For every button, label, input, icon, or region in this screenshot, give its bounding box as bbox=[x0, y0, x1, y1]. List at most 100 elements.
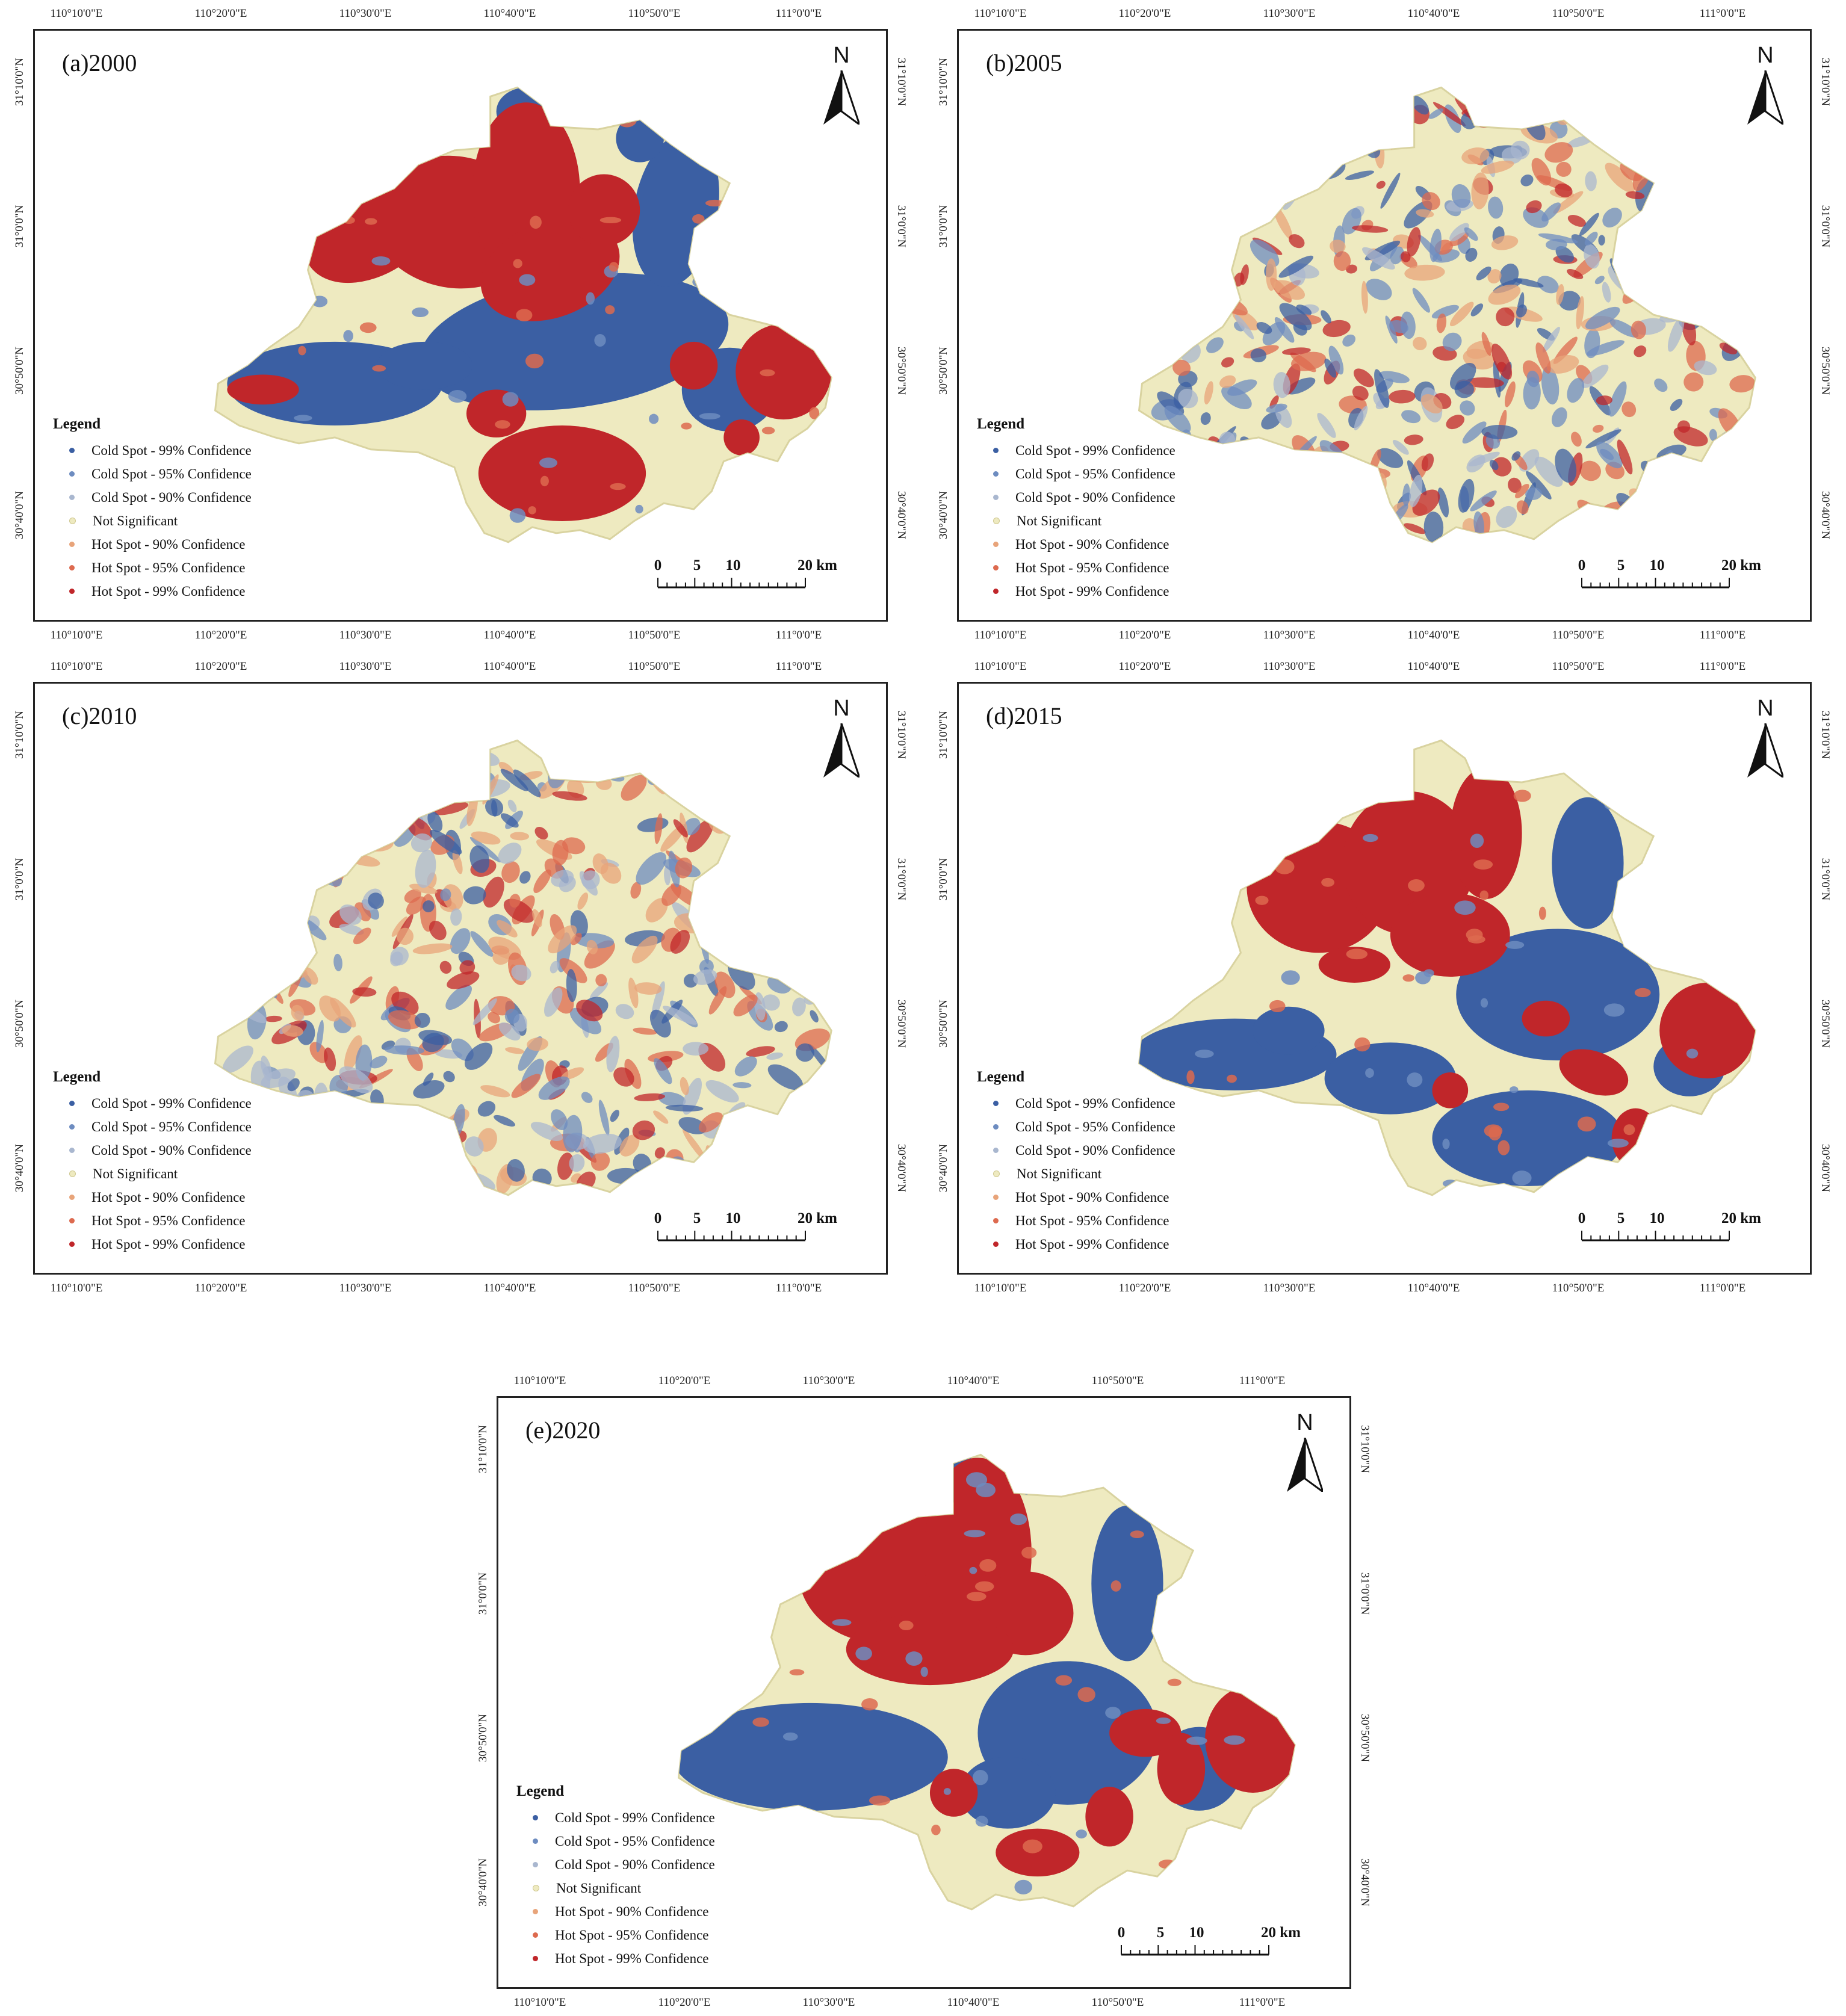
latitude-label-right: 31°10'0"N bbox=[1819, 711, 1832, 759]
legend-item: Hot Spot - 90% Confidence bbox=[977, 533, 1175, 556]
latitude-label-right: 30°50'0"N bbox=[1819, 1000, 1832, 1048]
scale-bar-label: 10 bbox=[1649, 557, 1665, 574]
legend-label: Hot Spot - 95% Confidence bbox=[91, 560, 246, 575]
longitude-label-bottom: 110°20'0"E bbox=[1118, 629, 1171, 642]
latitude-label-right: 30°50'0"N bbox=[895, 1000, 908, 1048]
latitude-label-left: 31°10'0"N bbox=[937, 711, 950, 759]
legend-title: Legend bbox=[53, 1069, 101, 1085]
legend-label: Cold Spot - 99% Confidence bbox=[1015, 442, 1175, 458]
latitude-label-right: 30°40'0"N bbox=[1819, 1144, 1832, 1192]
scale-bar-label: 20 km bbox=[1721, 1210, 1761, 1226]
hotspot-map bbox=[1138, 739, 1756, 1196]
map-panel: 110°10'0"E 110°10'0"E 110°20'0"E 110°20'0"E… bbox=[477, 1374, 1371, 2009]
longitude-label-bottom: 110°10'0"E bbox=[513, 1996, 566, 2009]
longitude-label-top: 110°30'0"E bbox=[1263, 7, 1316, 20]
longitude-label-top: 110°40'0"E bbox=[1407, 660, 1460, 673]
legend-title: Legend bbox=[977, 1069, 1025, 1085]
longitude-label-bottom: 110°10'0"E bbox=[50, 629, 103, 642]
legend-label: Hot Spot - 99% Confidence bbox=[91, 1236, 246, 1252]
longitude-label-bottom: 110°40'0"E bbox=[947, 1996, 1000, 2009]
map-frame: (d)2015 N Legend Cold Spot - 99% Confidence… bbox=[957, 682, 1812, 1275]
legend-swatch bbox=[69, 1241, 75, 1247]
legend-label: Cold Spot - 99% Confidence bbox=[91, 1095, 252, 1111]
longitude-label-top: 110°50'0"E bbox=[628, 660, 681, 673]
longitude-label-top: 110°20'0"E bbox=[1118, 660, 1171, 673]
legend-swatch bbox=[993, 1195, 999, 1200]
longitude-label-top: 111°0'0"E bbox=[1239, 1374, 1286, 1387]
longitude-label-top: 110°10'0"E bbox=[50, 660, 103, 673]
north-arrow: N bbox=[1744, 43, 1786, 127]
legend-item: Not Significant bbox=[977, 1162, 1175, 1186]
legend-swatch bbox=[69, 589, 75, 594]
legend-swatch bbox=[993, 495, 999, 500]
legend-label: Cold Spot - 90% Confidence bbox=[91, 489, 252, 505]
legend-item: Not Significant bbox=[53, 509, 252, 533]
latitude-label-left: 30°50'0"N bbox=[937, 347, 950, 395]
map-frame: (a)2000 N Legend Cold Spot - 99% Confidence… bbox=[33, 29, 888, 622]
legend-title: Legend bbox=[977, 416, 1025, 432]
longitude-label-top: 111°0'0"E bbox=[775, 660, 822, 673]
legend-item: Hot Spot - 95% Confidence bbox=[53, 1209, 252, 1232]
hotspot-map bbox=[1138, 86, 1756, 543]
legend-item: Hot Spot - 99% Confidence bbox=[53, 1232, 252, 1256]
legend-swatch bbox=[533, 1956, 538, 1961]
scale-bar-label: 5 bbox=[1617, 557, 1625, 574]
hotspot-map bbox=[214, 739, 832, 1196]
scale-bar-label: 10 bbox=[725, 557, 741, 574]
legend-swatch bbox=[993, 448, 999, 453]
longitude-label-bottom: 111°0'0"E bbox=[1699, 629, 1746, 642]
longitude-label-bottom: 110°50'0"E bbox=[1552, 1282, 1605, 1294]
latitude-label-right: 30°40'0"N bbox=[895, 1144, 908, 1192]
latitude-label-left: 30°40'0"N bbox=[13, 491, 26, 539]
legend-label: Hot Spot - 90% Confidence bbox=[1015, 1189, 1169, 1205]
longitude-label-bottom: 110°20'0"E bbox=[1118, 1282, 1171, 1294]
latitude-label-right: 31°0'0"N bbox=[895, 205, 908, 248]
latitude-label-right: 30°50'0"N bbox=[1819, 347, 1832, 395]
longitude-label-bottom: 110°20'0"E bbox=[658, 1996, 711, 2009]
longitude-label-top: 110°20'0"E bbox=[194, 7, 247, 20]
legend-title: Legend bbox=[516, 1783, 565, 1799]
legend-label: Hot Spot - 95% Confidence bbox=[1015, 560, 1169, 575]
legend-item: Hot Spot - 95% Confidence bbox=[53, 556, 252, 580]
north-arrow-icon bbox=[1747, 70, 1783, 125]
latitude-label-right: 31°10'0"N bbox=[895, 58, 908, 106]
legend-swatch bbox=[533, 1932, 538, 1938]
scale-bar-label: 20 km bbox=[1721, 557, 1761, 574]
legend-item: Cold Spot - 95% Confidence bbox=[53, 462, 252, 486]
longitude-label-top: 110°30'0"E bbox=[802, 1374, 855, 1387]
legend-swatch bbox=[993, 1170, 1000, 1177]
scale-bar: 0 5 10 20 km bbox=[1118, 1925, 1301, 1961]
longitude-label-bottom: 110°40'0"E bbox=[1407, 1282, 1460, 1294]
scale-bar-label: 5 bbox=[693, 557, 701, 574]
north-arrow: N bbox=[1744, 696, 1786, 780]
longitude-label-top: 110°20'0"E bbox=[194, 660, 247, 673]
legend-swatch bbox=[993, 1148, 999, 1153]
legend-label: Not Significant bbox=[1017, 1166, 1102, 1181]
scale-bar-graphic bbox=[657, 1231, 806, 1241]
legend-title: Legend bbox=[53, 416, 101, 432]
latitude-label-right: 30°40'0"N bbox=[1358, 1858, 1371, 1906]
latitude-label-right: 31°10'0"N bbox=[1819, 58, 1832, 106]
hotspot-map bbox=[214, 86, 832, 543]
legend-swatch bbox=[533, 1838, 538, 1844]
latitude-label-left: 30°50'0"N bbox=[937, 1000, 950, 1048]
latitude-label-left: 30°50'0"N bbox=[13, 347, 26, 395]
legend-label: Cold Spot - 95% Confidence bbox=[555, 1833, 715, 1849]
map-panel: 110°10'0"E 110°10'0"E 110°20'0"E 110°20'0"E… bbox=[13, 660, 908, 1294]
scale-bar-label: 10 bbox=[1649, 1210, 1665, 1226]
legend-item: Hot Spot - 99% Confidence bbox=[977, 1232, 1175, 1256]
longitude-label-top: 110°20'0"E bbox=[1118, 7, 1171, 20]
scale-bar-label: 5 bbox=[693, 1210, 701, 1226]
legend-item: Not Significant bbox=[53, 1162, 252, 1186]
legend-item: Hot Spot - 90% Confidence bbox=[516, 1900, 715, 1923]
scale-bar: 0 5 10 20 km bbox=[1578, 557, 1761, 593]
longitude-label-top: 111°0'0"E bbox=[775, 7, 822, 20]
legend-swatch bbox=[69, 542, 75, 547]
longitude-label-bottom: 110°10'0"E bbox=[50, 1282, 103, 1294]
panel-title: (c)2010 bbox=[62, 702, 137, 729]
north-arrow-icon bbox=[1287, 1438, 1323, 1492]
legend-item: Cold Spot - 95% Confidence bbox=[977, 462, 1175, 486]
legend-label: Cold Spot - 95% Confidence bbox=[91, 466, 252, 481]
scale-bar-label: 10 bbox=[725, 1210, 741, 1226]
longitude-label-bottom: 110°30'0"E bbox=[339, 629, 392, 642]
